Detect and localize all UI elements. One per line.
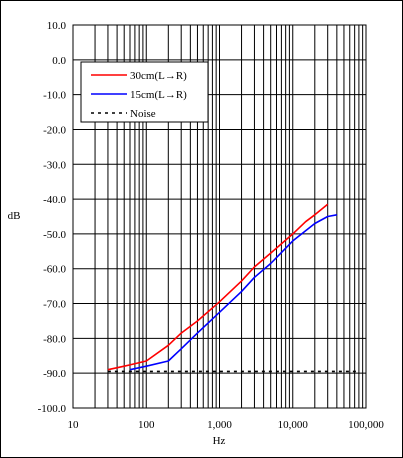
x-axis-label: Hz xyxy=(213,435,226,447)
legend-label-30cm: 30cm(L→R) xyxy=(130,70,187,82)
y-tick-label: -50.0 xyxy=(43,229,66,241)
y-tick-label: -10.0 xyxy=(43,90,66,102)
y-tick-label: -70.0 xyxy=(43,299,66,311)
legend-label-noise: Noise xyxy=(130,108,156,120)
x-tick-label: 1,000 xyxy=(207,419,232,431)
y-tick-label: -30.0 xyxy=(43,159,66,171)
series-line-15cm xyxy=(129,214,338,371)
y-tick-label: 10.0 xyxy=(47,20,67,32)
y-tick-label: -40.0 xyxy=(43,194,66,206)
legend-box xyxy=(80,61,209,123)
x-tick-label: 10,000 xyxy=(278,419,309,431)
y-tick-label: -80.0 xyxy=(43,333,66,345)
y-tick-label: -90.0 xyxy=(43,368,66,380)
x-tick-label: 100,000 xyxy=(348,419,384,431)
x-tick-labels: 10 100 1,000 10,000 100,000 xyxy=(68,419,385,431)
y-tick-label: 0.0 xyxy=(52,55,66,67)
y-tick-label: -100.0 xyxy=(38,403,67,415)
y-axis-label: dB xyxy=(8,210,21,222)
y-tick-label: -20.0 xyxy=(43,124,66,136)
legend-label-15cm: 15cm(L→R) xyxy=(130,89,187,101)
legend: 30cm(L→R) 15cm(L→R) Noise xyxy=(80,61,209,123)
y-tick-label: -60.0 xyxy=(43,264,66,276)
series-line-30cm xyxy=(107,203,329,371)
plot-border xyxy=(72,24,367,409)
y-tick-labels: 10.0 0.0 -10.0 -20.0 -30.0 -40.0 -50.0 -60.0 -70… xyxy=(38,20,67,415)
x-tick-label: 100 xyxy=(138,419,155,431)
series-lines xyxy=(107,203,359,373)
x-tick-label: 10 xyxy=(68,419,80,431)
